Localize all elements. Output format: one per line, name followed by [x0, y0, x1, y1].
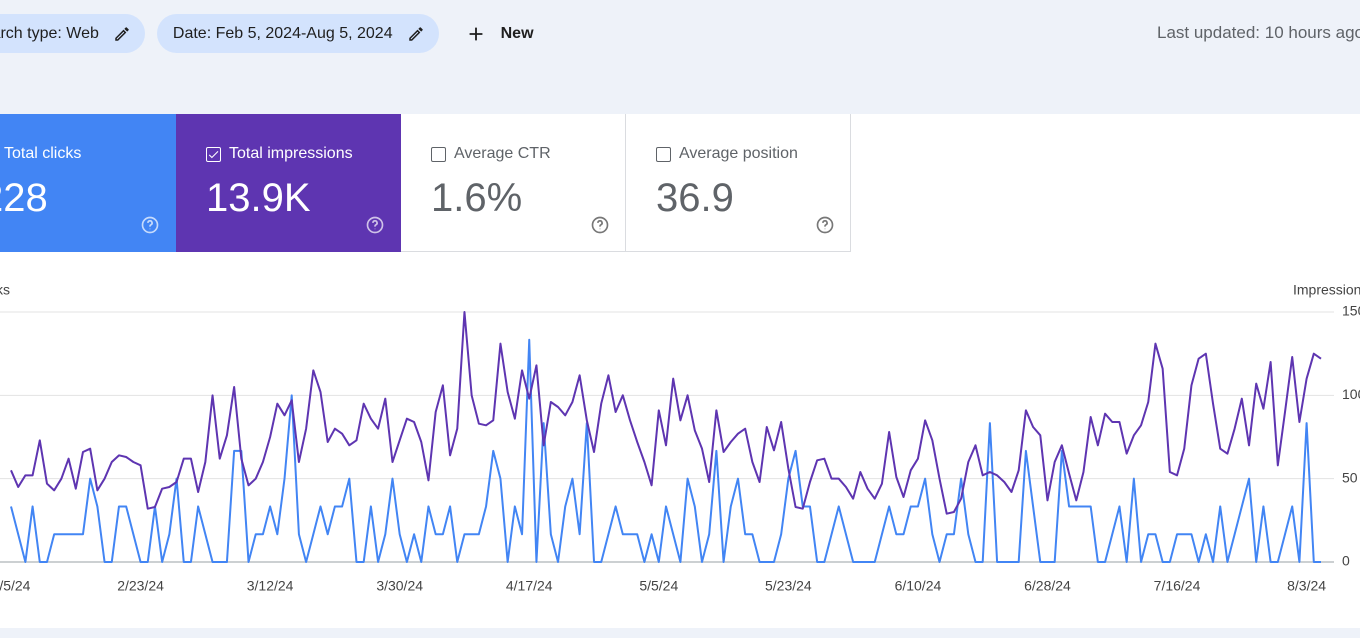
x-tick-label: 5/5/24 — [639, 578, 678, 594]
new-button[interactable]: New — [465, 23, 534, 45]
plus-icon — [469, 27, 483, 40]
y2-tick-label: 150 — [1342, 303, 1360, 319]
metric-cards: Total clicks 228 Total impressions 13.9K Ave… — [0, 114, 1360, 252]
metric-value: 1.6% — [431, 176, 523, 220]
line-1 — [10, 311, 1322, 515]
y2-tick-label: 50 — [1342, 469, 1358, 485]
x-tick-label: 6/28/24 — [1024, 578, 1071, 594]
metric-value: 36.9 — [656, 176, 734, 220]
checkbox[interactable] — [656, 146, 671, 162]
y2-axis-title: Impressions — [1293, 282, 1360, 298]
y-axis-title: Clicks — [0, 282, 10, 298]
edit-icon — [408, 26, 423, 41]
help-icon[interactable] — [365, 215, 385, 240]
metric-label-row: Average position — [656, 145, 798, 163]
x-tick-label: 2/23/24 — [117, 578, 164, 594]
metric-label-row: Total impressions — [206, 145, 353, 163]
chart-background — [0, 252, 1360, 628]
x-tick-label: 8/3/24 — [1287, 578, 1326, 594]
metric-label: Average position — [679, 145, 798, 162]
x-tick-label: 3/12/24 — [247, 578, 294, 594]
x-tick-label: 5/23/24 — [765, 578, 812, 594]
filter-bar: Search type: Web Date: Feb 5, 2024-Aug 5,… — [0, 14, 534, 53]
x-tick-label: 7/16/24 — [1154, 578, 1201, 594]
filter-label: Date: Feb 5, 2024-Aug 5, 2024 — [172, 24, 393, 42]
checkbox[interactable] — [431, 146, 446, 162]
performance-chart: 0 50 100 150 2/5/24 2/23/24 3/12/24 3/30/24 4/17… — [0, 252, 1360, 628]
metric-card[interactable]: Total impressions 13.9K — [176, 114, 401, 252]
x-tick-label: 3/30/24 — [376, 578, 423, 594]
help-icon[interactable] — [815, 215, 835, 240]
checkbox[interactable] — [206, 146, 221, 162]
metric-card[interactable]: Total clicks 228 — [0, 114, 176, 252]
toolbar: Search type: Web Date: Feb 5, 2024-Aug 5,… — [0, 0, 1360, 114]
last-updated: Last updated: 10 hours ago — [1157, 23, 1360, 42]
metric-label-row: Total clicks — [0, 145, 81, 163]
line-0 — [10, 338, 1321, 563]
x-tick-label: 2/5/24 — [0, 578, 31, 594]
metric-label: Total clicks — [4, 145, 82, 162]
y2-tick-label: 100 — [1342, 386, 1360, 402]
new-label: New — [500, 24, 534, 42]
x-tick-label: 6/10/24 — [895, 578, 942, 594]
x-tick-label: 4/17/24 — [506, 578, 553, 594]
metric-label: Average CTR — [454, 145, 551, 162]
y2-tick-label: 0 — [1342, 553, 1350, 569]
metric-card[interactable]: Average CTR 1.6% — [401, 114, 626, 252]
metric-value: 13.9K — [206, 176, 311, 220]
filter-chip[interactable]: Date: Feb 5, 2024-Aug 5, 2024 — [156, 14, 439, 53]
filter-chip[interactable]: Search type: Web — [0, 14, 145, 53]
metric-label-row: Average CTR — [431, 145, 551, 163]
metric-label: Total impressions — [229, 145, 353, 162]
edit-icon — [115, 26, 129, 41]
help-icon[interactable] — [590, 215, 610, 240]
metric-card[interactable]: Average position 36.9 — [626, 114, 851, 252]
help-icon[interactable] — [140, 215, 160, 240]
metric-value: 228 — [0, 176, 48, 220]
filter-label: Search type: Web — [0, 24, 99, 42]
